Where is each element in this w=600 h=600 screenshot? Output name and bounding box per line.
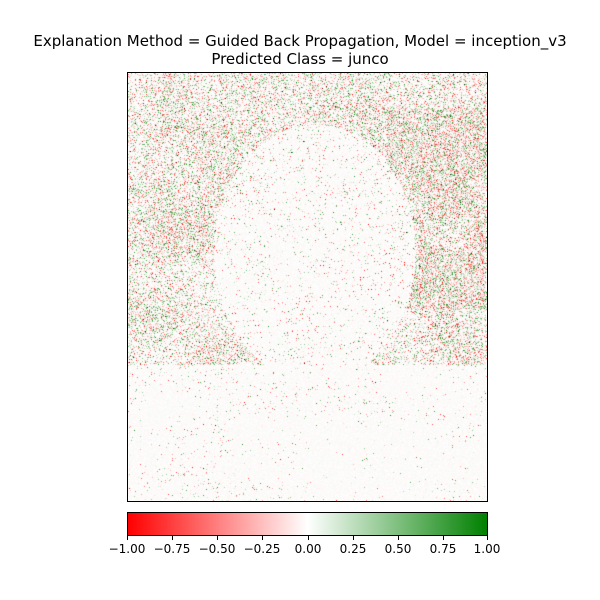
colorbar-gradient [128, 513, 487, 535]
colorbar-tick-label: −0.50 [198, 542, 236, 556]
colorbar-tick-label: −0.25 [243, 542, 281, 556]
heatmap-axes [127, 72, 488, 502]
colorbar-tick-mark [308, 536, 309, 540]
colorbar-tick-label: 0.25 [339, 542, 367, 556]
chart-subtitle: Predicted Class = junco [211, 50, 389, 68]
colorbar-tick-label: 1.00 [473, 542, 501, 556]
colorbar-tick-mark [353, 536, 354, 540]
colorbar-tick-mark [217, 536, 218, 540]
colorbar [127, 512, 488, 536]
colorbar-tick-label: 0.00 [294, 542, 322, 556]
colorbar-tick-labels: −1.00 −0.75 −0.50 −0.25 0.00 0.25 0.50 0.75 1.00 [109, 536, 500, 566]
colorbar-tick-label: 0.50 [384, 542, 412, 556]
colorbar-tick-label: −0.75 [153, 542, 191, 556]
colorbar-tick-mark [127, 536, 128, 540]
colorbar-tick-mark [398, 536, 399, 540]
colorbar-tick-label: 0.75 [429, 542, 457, 556]
colorbar-tick-mark [262, 536, 263, 540]
colorbar-tick-mark [443, 536, 444, 540]
chart-title: Explanation Method = Guided Back Propaga… [33, 32, 567, 50]
attribution-heatmap [128, 73, 487, 501]
colorbar-tick-mark [487, 536, 488, 540]
colorbar-tick-mark [172, 536, 173, 540]
colorbar-tick-label: −1.00 [108, 542, 146, 556]
